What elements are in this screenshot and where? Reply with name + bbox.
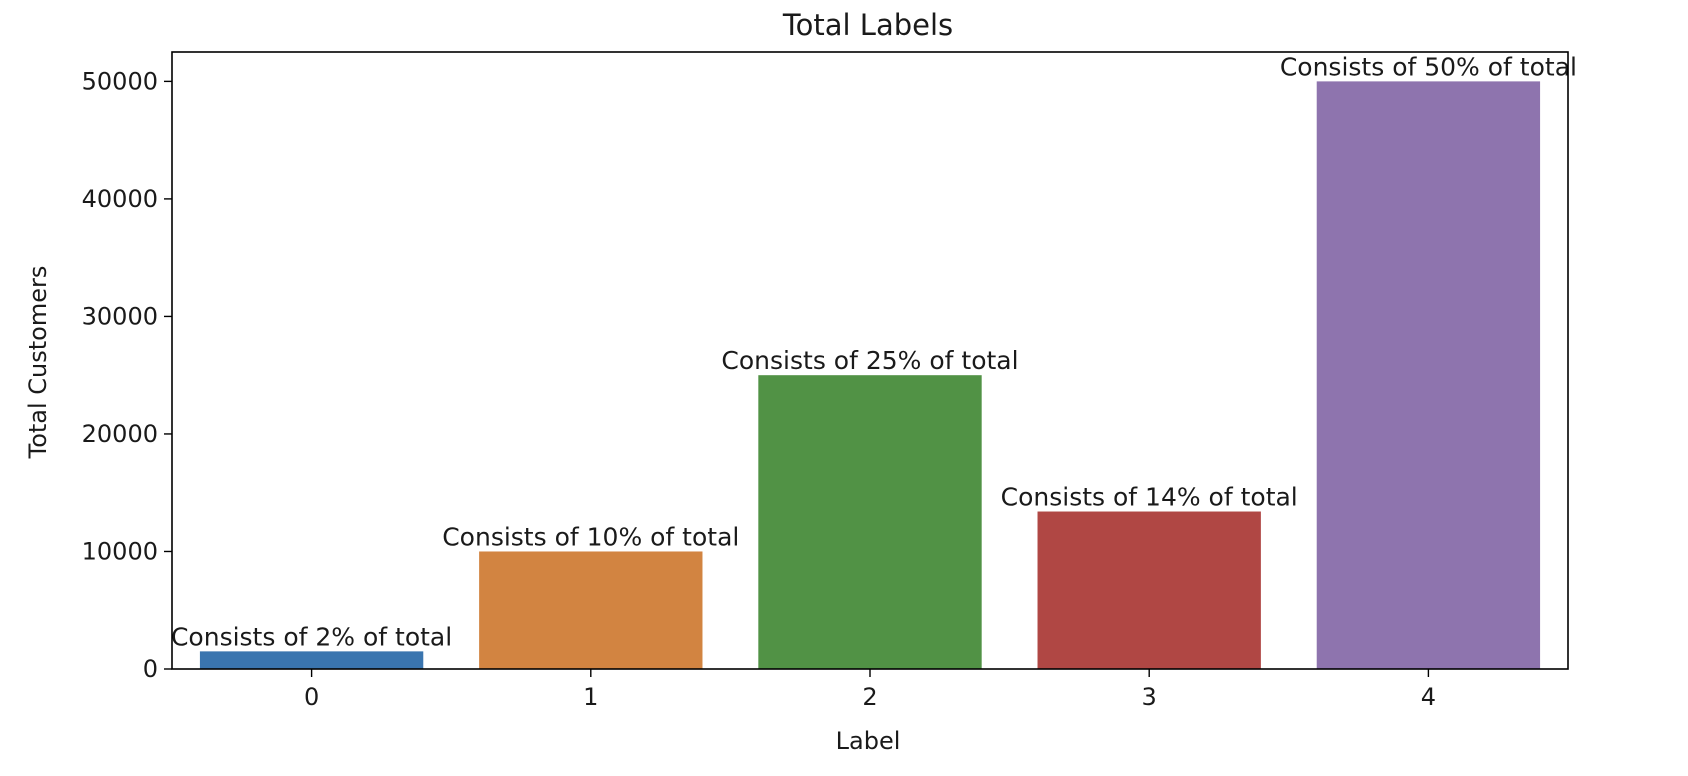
x-tick-label-3: 3 <box>1142 683 1157 711</box>
bar-annotation-0: Consists of 2% of total <box>171 622 452 651</box>
x-axis-label: Label <box>836 727 901 755</box>
bar-annotation-3: Consists of 14% of total <box>1001 483 1298 512</box>
chart-title: Total Labels <box>782 8 953 42</box>
x-tick-label-4: 4 <box>1421 683 1436 711</box>
x-tick-label-0: 0 <box>304 683 319 711</box>
bar-annotation-1: Consists of 10% of total <box>442 522 739 551</box>
bar-3 <box>1037 511 1261 669</box>
y-axis-ticks: 0 10000 20000 30000 40000 50000 <box>82 67 172 683</box>
y-tick-label-30000: 30000 <box>82 302 158 330</box>
bar-0 <box>199 651 424 669</box>
plot-frame <box>171 51 1569 670</box>
x-tick-label-2: 2 <box>862 683 877 711</box>
bar-2 <box>758 375 982 669</box>
y-tick-label-50000: 50000 <box>82 67 158 95</box>
x-axis-ticks: 0 1 2 3 4 <box>304 669 1436 711</box>
bar-annotation-2: Consists of 25% of total <box>721 346 1018 375</box>
y-tick-label-20000: 20000 <box>82 420 158 448</box>
y-tick-label-0: 0 <box>143 655 158 683</box>
bar-annotations: Consists of 2% of total Consists of 10% o… <box>171 52 1577 651</box>
bar-4 <box>1316 81 1541 669</box>
y-axis-label: Total Customers <box>24 266 52 460</box>
bar-1 <box>479 551 703 669</box>
bars-layer <box>199 81 1541 669</box>
y-tick-label-10000: 10000 <box>82 537 158 565</box>
x-tick-label-1: 1 <box>583 683 598 711</box>
bar-annotation-4: Consists of 50% of total <box>1280 52 1577 81</box>
y-tick-label-40000: 40000 <box>82 185 158 213</box>
